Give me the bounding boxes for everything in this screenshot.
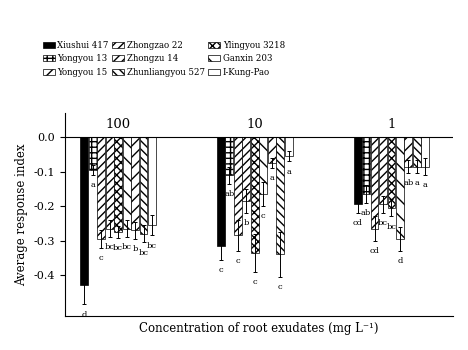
- Bar: [234, 137, 242, 236]
- Bar: [388, 137, 395, 208]
- Bar: [276, 137, 284, 254]
- Text: c: c: [252, 278, 257, 286]
- Text: ab: ab: [361, 209, 371, 217]
- Bar: [268, 137, 276, 163]
- Y-axis label: Average response index: Average response index: [15, 144, 28, 286]
- Bar: [217, 137, 225, 246]
- Text: d: d: [81, 310, 87, 318]
- Text: bc: bc: [378, 219, 388, 227]
- Text: 1: 1: [388, 118, 395, 131]
- Text: ab: ab: [224, 190, 234, 198]
- Bar: [285, 137, 292, 156]
- Text: a: a: [269, 174, 274, 182]
- Text: c: c: [261, 212, 265, 220]
- Bar: [226, 137, 234, 175]
- Text: bc: bc: [387, 223, 396, 231]
- Bar: [114, 137, 122, 232]
- Legend: Xiushui 417, Yongyou 13, Yongyou 15, Zhongzao 22, Zhongzu 14, Zhunliangyou 527, : Xiushui 417, Yongyou 13, Yongyou 15, Zho…: [42, 40, 286, 77]
- Text: cd: cd: [352, 219, 363, 227]
- Bar: [106, 137, 114, 229]
- Text: c: c: [99, 254, 103, 262]
- Text: a: a: [90, 181, 95, 189]
- Text: c: c: [235, 257, 240, 265]
- Text: bc: bc: [139, 248, 148, 257]
- Bar: [123, 137, 131, 229]
- Bar: [422, 137, 429, 167]
- Text: 100: 100: [105, 118, 131, 131]
- Bar: [148, 137, 156, 225]
- X-axis label: Concentration of root exudates (mg L⁻¹): Concentration of root exudates (mg L⁻¹): [139, 322, 379, 335]
- Text: c: c: [219, 266, 223, 274]
- Bar: [242, 137, 250, 201]
- Text: bc: bc: [147, 241, 157, 250]
- Bar: [97, 137, 105, 239]
- Text: bc: bc: [105, 243, 115, 251]
- Bar: [371, 137, 379, 229]
- Bar: [259, 137, 267, 194]
- Bar: [131, 137, 139, 230]
- Bar: [80, 137, 88, 286]
- Text: b: b: [244, 219, 249, 227]
- Bar: [362, 137, 370, 194]
- Text: 10: 10: [247, 118, 263, 131]
- Bar: [251, 137, 259, 253]
- Text: bc: bc: [122, 243, 132, 251]
- Text: b: b: [132, 245, 138, 253]
- Text: a: a: [423, 181, 428, 189]
- Bar: [413, 137, 421, 167]
- Text: ab: ab: [403, 179, 414, 187]
- Bar: [354, 137, 361, 204]
- Text: c: c: [278, 283, 283, 291]
- Text: bc: bc: [113, 244, 123, 252]
- Text: d: d: [397, 257, 402, 265]
- Text: cd: cd: [370, 247, 380, 255]
- Bar: [89, 137, 96, 170]
- Text: a: a: [286, 168, 291, 176]
- Bar: [396, 137, 404, 239]
- Bar: [379, 137, 387, 204]
- Text: a: a: [415, 179, 419, 187]
- Bar: [139, 137, 147, 234]
- Bar: [404, 137, 412, 167]
